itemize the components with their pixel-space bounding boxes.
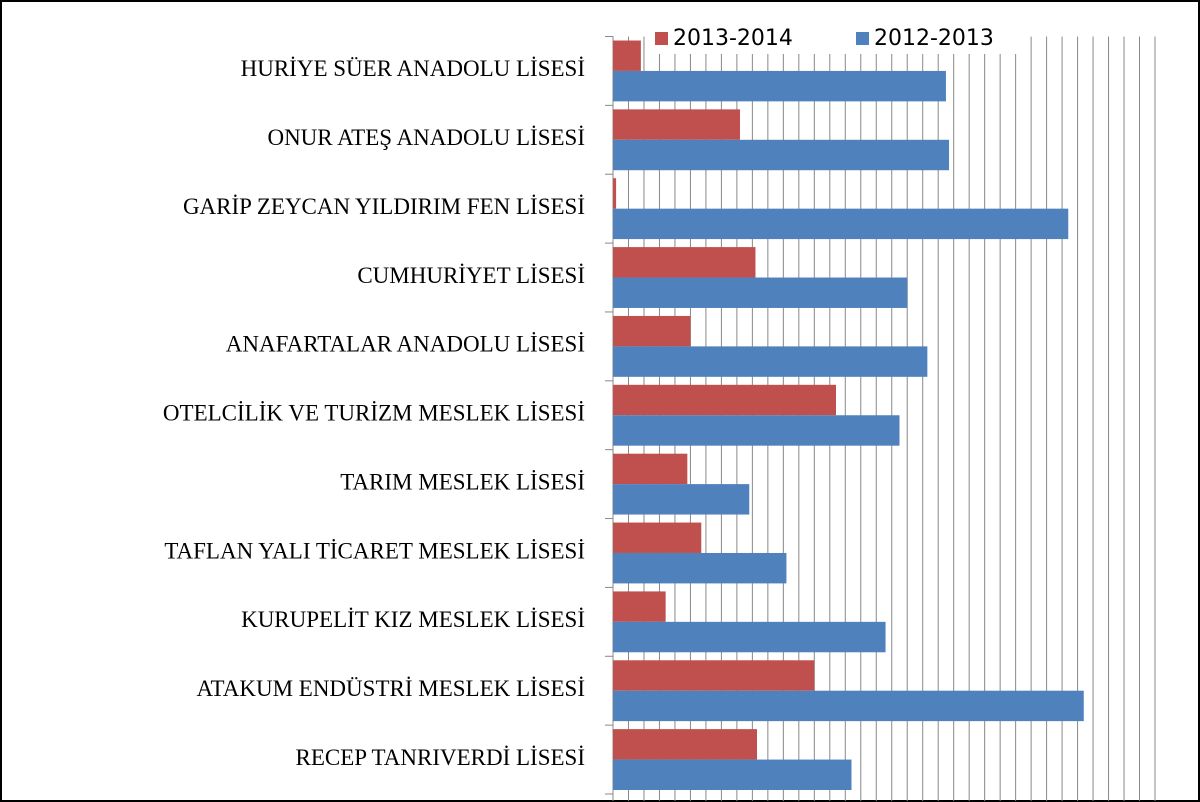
y-tick-label: ONUR ATEŞ ANADOLU LİSESİ	[267, 125, 585, 150]
bar	[613, 415, 900, 446]
y-tick-label: ATAKUM ENDÜSTRİ MESLEK LİSESİ	[196, 676, 585, 701]
bar	[613, 759, 852, 790]
bar	[613, 70, 946, 102]
bar	[613, 178, 617, 209]
bar	[613, 453, 688, 485]
bar	[613, 315, 691, 347]
bar	[613, 109, 740, 140]
legend-swatch	[655, 32, 668, 45]
legend-label: 2012-2013	[874, 26, 994, 51]
bar	[613, 729, 758, 760]
bar	[613, 484, 750, 515]
bar	[613, 660, 815, 691]
y-tick-label: ANAFARTALAR ANADOLU LİSESİ	[226, 332, 585, 357]
bar	[613, 621, 886, 653]
y-tick-label: RECEP TANRIVERDİ LİSESİ	[296, 745, 586, 770]
y-tick-label: HURİYE SÜER ANADOLU LİSESİ	[241, 56, 585, 81]
bar	[613, 40, 641, 71]
bar	[613, 522, 702, 553]
bar	[613, 247, 756, 278]
bar	[613, 139, 950, 171]
bar	[613, 690, 1084, 722]
legend-swatch	[856, 32, 869, 45]
y-tick-label: GARİP ZEYCAN YILDIRIM FEN LİSESİ	[183, 194, 585, 219]
bar	[613, 552, 787, 584]
y-tick-label: OTELCİLİK VE TURİZM MESLEK LİSESİ	[163, 401, 585, 426]
bar	[613, 208, 1069, 240]
y-tick-label: KURUPELİT KIZ MESLEK LİSESİ	[241, 607, 585, 632]
y-tick-label: CUMHURİYET LİSESİ	[357, 263, 585, 288]
legend-background	[648, 22, 1023, 54]
y-tick-label: TAFLAN YALI TİCARET MESLEK LİSESİ	[164, 538, 585, 563]
bar	[613, 277, 908, 308]
bar	[613, 346, 928, 377]
y-tick-label: TARIM MESLEK LİSESİ	[340, 469, 585, 494]
bar	[613, 384, 836, 416]
legend-label: 2013-2014	[673, 26, 793, 51]
bar	[613, 591, 666, 622]
